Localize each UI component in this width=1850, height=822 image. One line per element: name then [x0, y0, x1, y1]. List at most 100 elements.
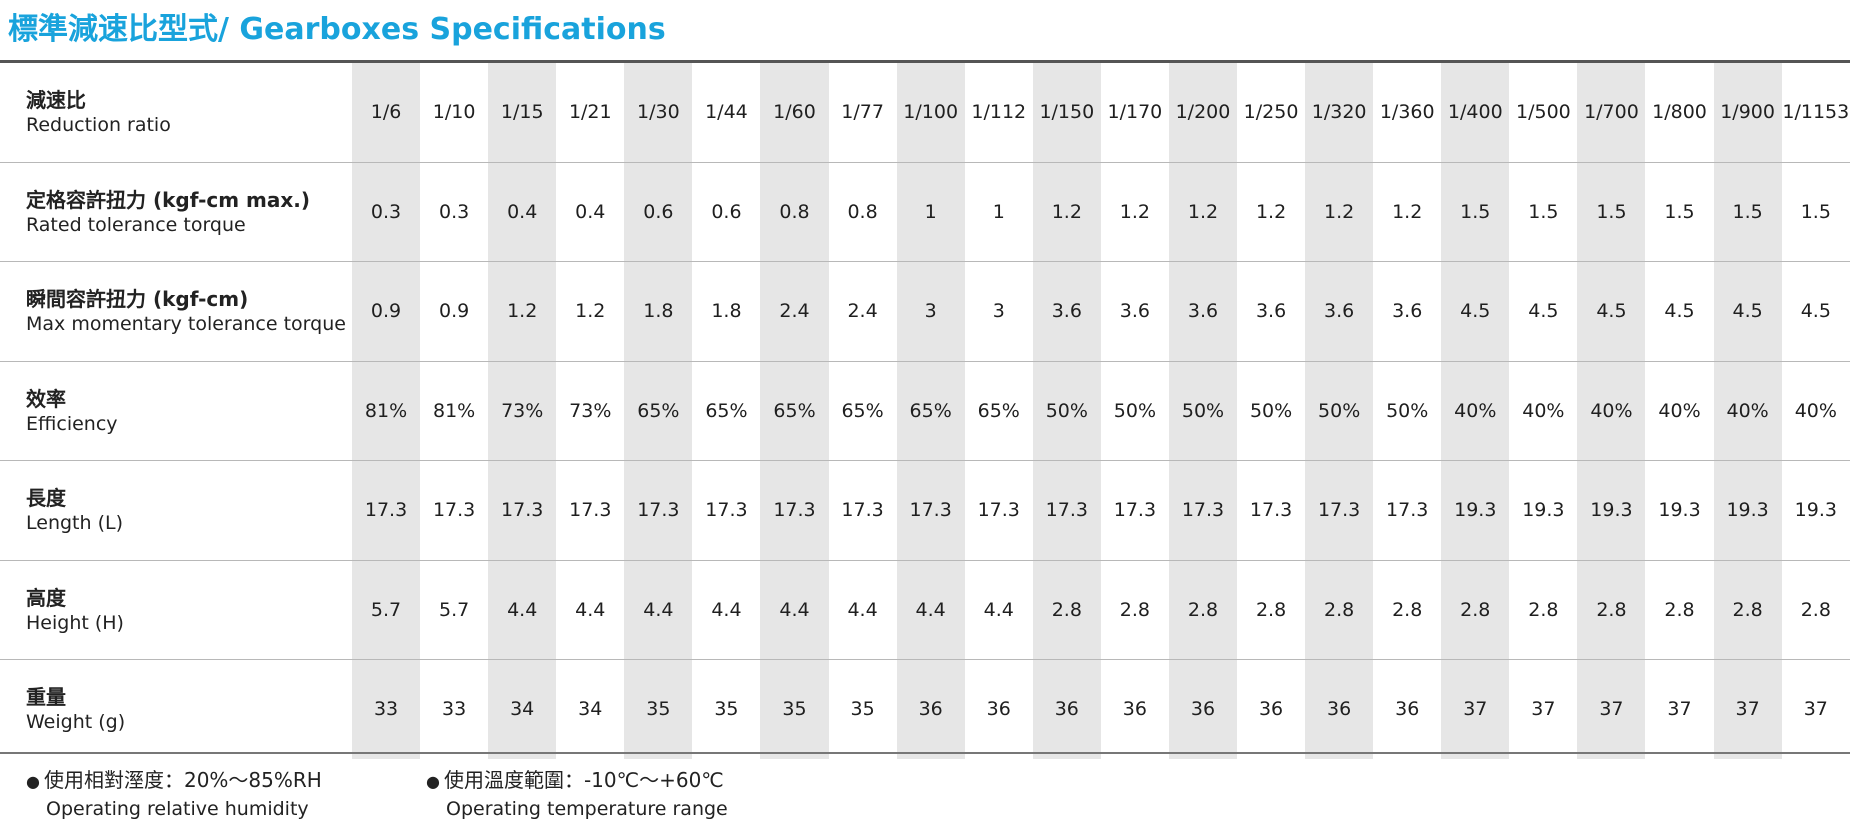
table-cell: 17.3	[1100, 460, 1169, 561]
table-cell: 1.5	[1645, 162, 1714, 262]
table-cell: 4.5	[1713, 261, 1782, 362]
ratio-cell: 1/44	[692, 63, 761, 163]
table-cell: 19.3	[1577, 460, 1646, 561]
table-cell: 17.3	[1305, 460, 1374, 561]
table-cell: 2.8	[1713, 560, 1782, 660]
table-cell: 1.5	[1577, 162, 1646, 262]
table-cell: 2.8	[1441, 560, 1510, 660]
table-cell: 4.4	[692, 560, 761, 660]
row-label-en: Efficiency	[26, 412, 118, 435]
table-cell: 2.8	[1100, 560, 1169, 660]
table-cell: 2.8	[1373, 560, 1442, 660]
table-cell: 37	[1531, 698, 1556, 721]
bullet-icon: ●	[426, 772, 440, 791]
table-cell: 73%	[488, 361, 557, 461]
ratio-cell: 1/112	[964, 63, 1033, 163]
note-temperature-en: Operating temperature range	[446, 798, 728, 820]
note-humidity-en: Operating relative humidity	[46, 798, 309, 820]
table-cell: 37	[1713, 659, 1782, 759]
table-cell: 17.3	[896, 460, 965, 561]
table-cell: 4.5	[1509, 261, 1578, 362]
table-cell: 3.6	[1032, 261, 1101, 362]
row-label-zh: 瞬間容許扭力 (kgf-cm)	[26, 287, 249, 312]
ratio-cell: 1/400	[1441, 63, 1510, 163]
row-label-zh: 減速比	[26, 88, 86, 113]
table-cell: 50%	[1168, 361, 1238, 461]
table-cell: 36	[1032, 659, 1101, 759]
table-cell: 36	[1395, 698, 1420, 721]
table-cell: 40%	[1781, 361, 1850, 461]
table-cell: 50%	[1100, 361, 1169, 461]
table-cell: 37	[1441, 659, 1510, 759]
table-cell: 2.4	[760, 261, 829, 362]
table-cell: 1	[964, 162, 1033, 262]
table-cell: 33	[352, 659, 421, 759]
ratio-cell: 1/10	[420, 63, 489, 163]
table-cell: 4.4	[964, 560, 1033, 660]
table-row: 效率 Efficiency 81% 81% 73% 73% 65% 65% 65% 65% 65% 6…	[0, 361, 1850, 461]
table-cell: 2.8	[1168, 560, 1238, 660]
table-cell: 19.3	[1713, 460, 1782, 561]
table-cell: 2.8	[1781, 560, 1850, 660]
table-cell: 17.3	[692, 460, 761, 561]
row-label: 定格容許扭力 (kgf-cm max.) Rated tolerance torq…	[0, 162, 352, 262]
table-cell: 65%	[692, 361, 761, 461]
ratio-cell: 1/60	[760, 63, 829, 163]
table-cell: 35	[624, 659, 693, 759]
table-cell: 50%	[1237, 361, 1306, 461]
table-cell: 65%	[828, 361, 897, 461]
table-cell: 17.3	[420, 460, 489, 561]
table-cell: 36	[1168, 659, 1238, 759]
table-cell: 3.6	[1100, 261, 1169, 362]
row-label-en: Height (H)	[26, 611, 124, 634]
table-cell: 17.3	[760, 460, 829, 561]
table-cell: 4.4	[488, 560, 557, 660]
table-cell: 2.8	[1237, 560, 1306, 660]
note-temperature-zh: 使用溫度範圍：-10℃～+60℃	[443, 768, 724, 792]
table-cell: 2.8	[1645, 560, 1714, 660]
table-cell: 0.3	[352, 162, 421, 262]
table-cell: 19.3	[1645, 460, 1714, 561]
table-row: 重量 Weight (g) 33 33 34 34 35 35 35 35 36 36 36 36 36 36…	[0, 659, 1850, 759]
table-cell: 0.9	[352, 261, 421, 362]
ratio-cell: 1/30	[624, 63, 693, 163]
top-divider	[0, 60, 1850, 63]
row-label: 效率 Efficiency	[0, 361, 352, 461]
table-cell: 17.3	[1237, 460, 1306, 561]
table-cell: 4.4	[760, 560, 829, 660]
table-cell: 2.8	[1509, 560, 1578, 660]
row-label-en: Weight (g)	[26, 711, 126, 734]
table-cell: 34	[578, 698, 603, 721]
note-temperature: ● 使用溫度範圍：-10℃～+60℃ Operating temperature …	[426, 766, 728, 822]
table-cell: 3.6	[1305, 261, 1374, 362]
table-cell: 40%	[1577, 361, 1646, 461]
table-cell: 65%	[896, 361, 965, 461]
table-cell: 40%	[1441, 361, 1510, 461]
table-cell: 4.4	[896, 560, 965, 660]
table-cell: 35	[850, 698, 875, 721]
page-title: 標準減速比型式/ Gearboxes Specifications	[8, 12, 666, 47]
row-label: 減速比 Reduction ratio	[0, 63, 352, 163]
table-cell: 1.2	[1237, 162, 1306, 262]
row-label-zh: 高度	[26, 585, 66, 610]
table-cell: 1.5	[1781, 162, 1850, 262]
table-cell: 4.4	[828, 560, 897, 660]
table-cell: 5.7	[352, 560, 421, 660]
table-cell: 0.6	[624, 162, 693, 262]
table-cell: 4.4	[624, 560, 693, 660]
table-cell: 1.5	[1509, 162, 1578, 262]
table-cell: 40%	[1645, 361, 1714, 461]
table-cell: 35	[760, 659, 829, 759]
table-cell: 2.4	[828, 261, 897, 362]
table-cell: 1.2	[1032, 162, 1101, 262]
table-cell: 35	[714, 698, 739, 721]
table-cell: 40%	[1713, 361, 1782, 461]
ratio-cell: 1/1153	[1781, 63, 1850, 163]
table-row: 高度 Height (H) 5.7 5.7 4.4 4.4 4.4 4.4 4.4 4.4 4.4 4…	[0, 560, 1850, 660]
ratio-cell: 1/15	[488, 63, 557, 163]
table-cell: 73%	[556, 361, 625, 461]
table-cell: 1.8	[624, 261, 693, 362]
table-cell: 1.5	[1441, 162, 1510, 262]
bottom-divider	[0, 752, 1850, 754]
ratio-cell: 1/250	[1237, 63, 1306, 163]
